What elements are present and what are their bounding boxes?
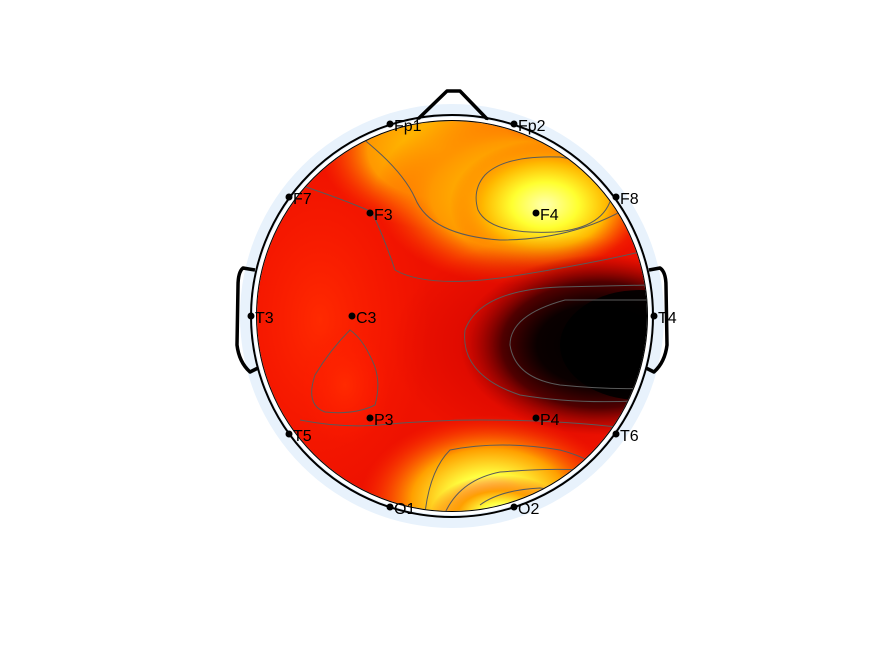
electrode-o1: O1 bbox=[386, 501, 415, 518]
electrode-label: F8 bbox=[620, 191, 639, 208]
head-inner-outline bbox=[256, 120, 648, 512]
electrode-label: T6 bbox=[620, 428, 639, 445]
electrode-f3: F3 bbox=[366, 207, 393, 224]
electrode-label: F4 bbox=[540, 207, 559, 224]
electrode-label: T3 bbox=[255, 310, 274, 327]
electrode-label: T5 bbox=[293, 428, 312, 445]
right-ear-outline bbox=[645, 266, 669, 374]
electrode-label: T4 bbox=[658, 310, 677, 327]
electrode-label: Fp2 bbox=[518, 118, 546, 135]
electrode-f4: F4 bbox=[532, 207, 559, 224]
electrode-t5: T5 bbox=[285, 428, 312, 445]
electrode-fp2: Fp2 bbox=[510, 118, 546, 135]
electrode-label: Fp1 bbox=[394, 118, 422, 135]
electrode-f7: F7 bbox=[285, 191, 312, 208]
electrodes: Fp1 Fp2 F7 F3 F4 F8 T3 C3 bbox=[247, 118, 677, 518]
electrode-t6: T6 bbox=[612, 428, 639, 445]
left-ear-outline bbox=[235, 266, 259, 374]
electrode-label: O1 bbox=[394, 501, 415, 518]
electrode-f8: F8 bbox=[612, 191, 639, 208]
electrode-c3: C3 bbox=[348, 310, 377, 327]
electrode-fp1: Fp1 bbox=[386, 118, 422, 135]
electrode-o2: O2 bbox=[510, 501, 539, 518]
electrode-label: P4 bbox=[540, 412, 560, 429]
nose-outline bbox=[415, 89, 490, 122]
electrode-t4: T4 bbox=[650, 310, 677, 327]
electrode-label: F7 bbox=[293, 191, 312, 208]
electrode-p3: P3 bbox=[366, 412, 394, 429]
electrode-label: F3 bbox=[374, 207, 393, 224]
electrode-p4: P4 bbox=[532, 412, 560, 429]
electrode-label: C3 bbox=[356, 310, 377, 327]
electrode-label: P3 bbox=[374, 412, 394, 429]
electrode-label: O2 bbox=[518, 501, 539, 518]
electrode-t3: T3 bbox=[247, 310, 274, 327]
head-inner-rim bbox=[253, 117, 651, 515]
